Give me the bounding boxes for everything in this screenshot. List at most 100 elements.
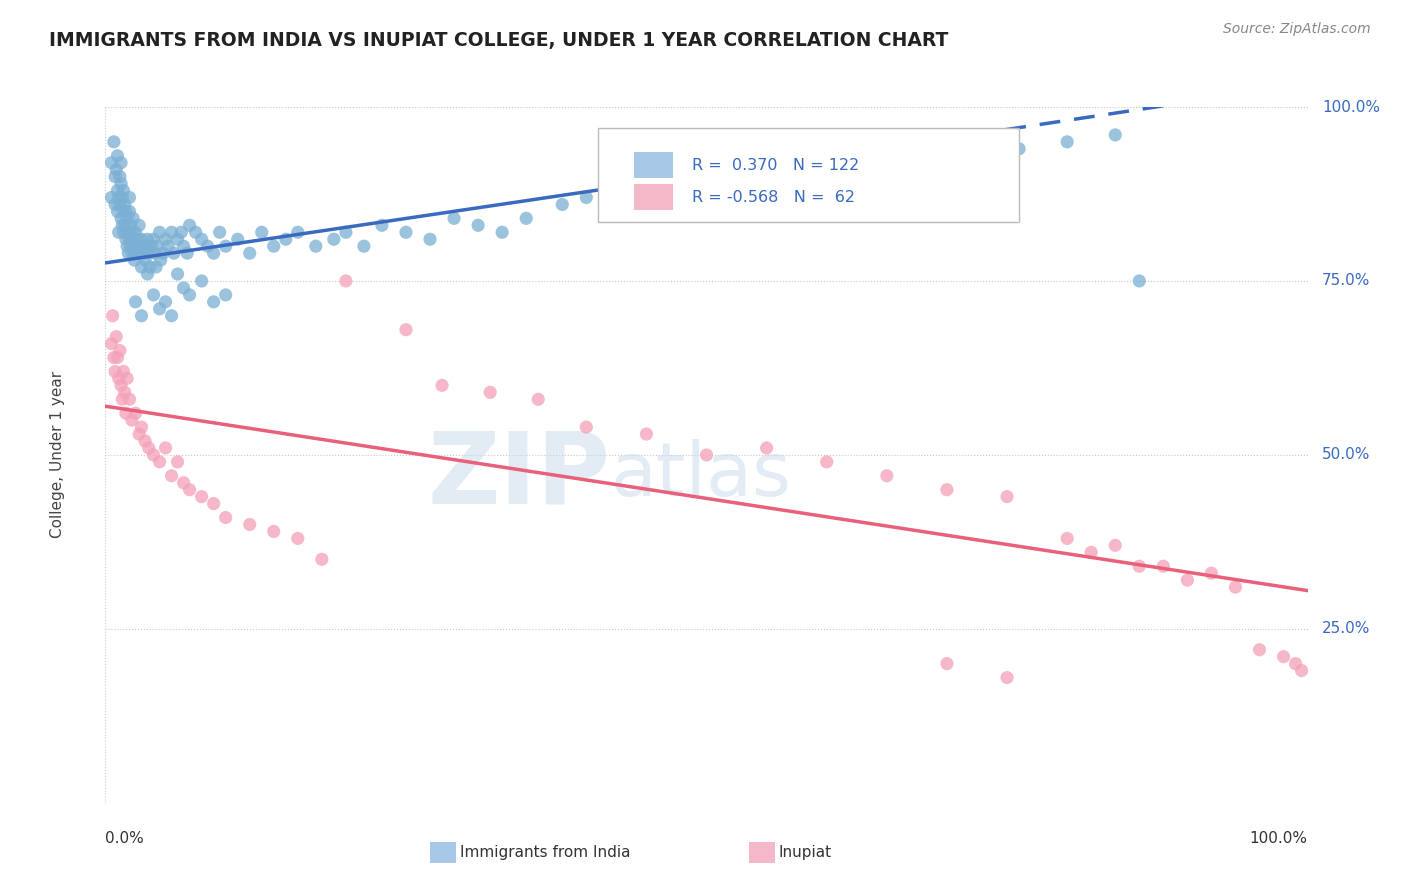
Point bbox=[160, 468, 183, 483]
Text: ZIP: ZIP bbox=[427, 427, 610, 524]
Text: 100.0%: 100.0% bbox=[1250, 830, 1308, 846]
Point bbox=[111, 219, 134, 233]
Point bbox=[239, 517, 262, 532]
Point bbox=[118, 232, 141, 246]
Point bbox=[131, 260, 153, 274]
Point bbox=[1152, 559, 1174, 574]
Point bbox=[136, 267, 159, 281]
Point bbox=[134, 434, 156, 448]
Point bbox=[1284, 657, 1306, 671]
Point bbox=[148, 455, 170, 469]
Bar bbox=[634, 184, 673, 211]
Point bbox=[527, 392, 550, 407]
Text: atlas: atlas bbox=[610, 439, 792, 512]
Text: 25.0%: 25.0% bbox=[1322, 622, 1371, 636]
Point bbox=[108, 343, 131, 358]
Point bbox=[124, 406, 146, 420]
Point bbox=[118, 392, 141, 407]
Point bbox=[107, 371, 129, 385]
Point bbox=[148, 301, 170, 316]
Point bbox=[190, 274, 212, 288]
Point bbox=[936, 483, 959, 497]
Point bbox=[1201, 566, 1223, 581]
Point bbox=[142, 448, 165, 462]
Bar bbox=[634, 152, 673, 178]
Point bbox=[110, 177, 132, 191]
Point bbox=[131, 420, 153, 434]
Point bbox=[129, 246, 152, 260]
Point bbox=[107, 184, 129, 198]
Point bbox=[491, 225, 513, 239]
Point bbox=[124, 294, 146, 309]
Point bbox=[443, 211, 465, 226]
Point bbox=[311, 552, 333, 566]
Point bbox=[936, 657, 959, 671]
Point bbox=[107, 351, 129, 365]
Point bbox=[166, 232, 188, 246]
Text: 100.0%: 100.0% bbox=[1322, 100, 1381, 114]
Point bbox=[142, 288, 165, 302]
Point bbox=[139, 239, 162, 253]
Point bbox=[111, 190, 134, 204]
Point bbox=[148, 225, 170, 239]
Point bbox=[143, 246, 166, 260]
Point bbox=[124, 253, 146, 268]
Text: 50.0%: 50.0% bbox=[1322, 448, 1371, 462]
Point bbox=[467, 219, 489, 233]
Point bbox=[114, 197, 136, 211]
Point bbox=[190, 490, 212, 504]
Point bbox=[152, 246, 174, 260]
Point bbox=[105, 162, 128, 177]
Point bbox=[305, 239, 328, 253]
Text: 0.0%: 0.0% bbox=[105, 830, 145, 846]
Point bbox=[124, 246, 146, 260]
Point bbox=[131, 232, 153, 246]
Point bbox=[117, 246, 139, 260]
Text: College, Under 1 year: College, Under 1 year bbox=[49, 371, 65, 539]
Point bbox=[214, 510, 236, 524]
Point bbox=[274, 232, 297, 246]
Point bbox=[120, 219, 142, 233]
Point bbox=[287, 225, 309, 239]
Point bbox=[112, 204, 135, 219]
Point bbox=[1128, 559, 1150, 574]
Point bbox=[100, 190, 122, 204]
Point bbox=[142, 232, 165, 246]
Point bbox=[636, 427, 658, 442]
Point bbox=[138, 441, 160, 455]
Point bbox=[155, 441, 177, 455]
Point bbox=[202, 246, 225, 260]
Point bbox=[122, 211, 145, 226]
Point bbox=[115, 371, 138, 385]
Point bbox=[430, 378, 453, 392]
Point bbox=[1104, 128, 1126, 142]
Point bbox=[960, 149, 983, 163]
Point bbox=[250, 225, 273, 239]
Point bbox=[202, 497, 225, 511]
Point bbox=[146, 239, 169, 253]
Text: Immigrants from India: Immigrants from India bbox=[460, 846, 630, 861]
Point bbox=[287, 532, 309, 546]
Bar bbox=[430, 842, 457, 863]
Point bbox=[108, 197, 131, 211]
Point bbox=[1225, 580, 1247, 594]
Point bbox=[121, 413, 143, 427]
Point bbox=[176, 246, 198, 260]
Point bbox=[156, 239, 179, 253]
Point bbox=[170, 225, 193, 239]
Point bbox=[107, 225, 129, 239]
Point bbox=[335, 225, 357, 239]
Point bbox=[115, 239, 138, 253]
Point bbox=[173, 239, 195, 253]
Point bbox=[118, 190, 141, 204]
Point bbox=[1056, 532, 1078, 546]
Point bbox=[121, 246, 143, 260]
Point bbox=[107, 190, 129, 204]
Point bbox=[149, 253, 172, 268]
Point bbox=[184, 225, 207, 239]
Point bbox=[1175, 573, 1198, 587]
Point bbox=[1291, 664, 1313, 678]
Point bbox=[335, 274, 357, 288]
Point bbox=[111, 392, 134, 407]
Point bbox=[135, 239, 157, 253]
